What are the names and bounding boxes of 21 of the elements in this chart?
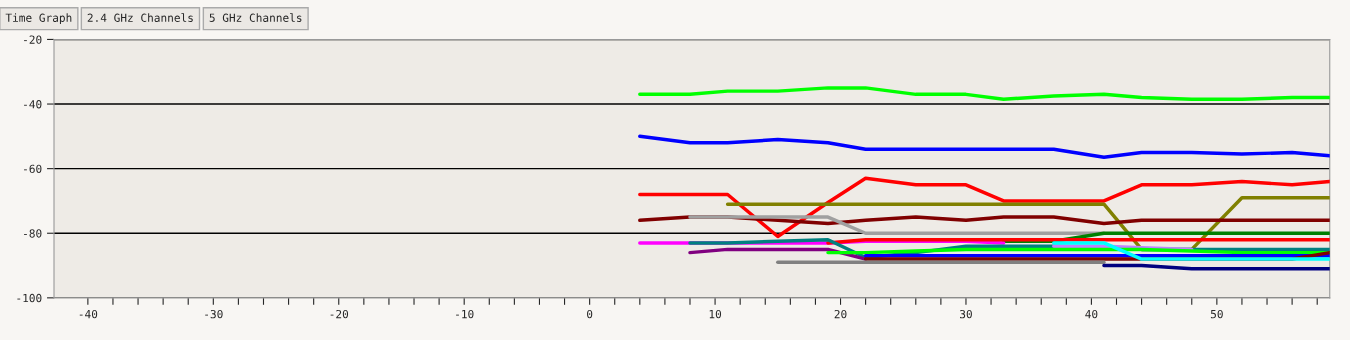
x-tick-label: -10 [456, 309, 474, 319]
y-tick-label: -80 [24, 229, 42, 238]
x-tick-label: 10 [709, 309, 722, 319]
y-tick-label: -40 [24, 100, 42, 109]
x-tick-label: -40 [79, 309, 98, 319]
y-tick-label: -60 [24, 164, 42, 174]
line-series [638, 86, 1330, 101]
line-series [638, 134, 1330, 160]
y-tick-label: -20 [24, 35, 42, 44]
x-tick-label: -20 [330, 309, 349, 319]
line-series [638, 176, 1330, 239]
x-tick-label: 20 [834, 309, 847, 319]
x-tick-label: 0 [587, 309, 593, 319]
x-tick-label: 40 [1085, 309, 1098, 319]
text: 5 GHz Channels [209, 13, 302, 22]
text: Time Graph [5, 13, 72, 25]
x-tick-label: -30 [205, 309, 223, 319]
x-tick-label: 30 [960, 309, 972, 319]
y-tick-label: -100 [17, 293, 42, 303]
x-tick-label: 50 [1210, 309, 1223, 319]
text: 2.4 GHz Channels [87, 13, 193, 22]
